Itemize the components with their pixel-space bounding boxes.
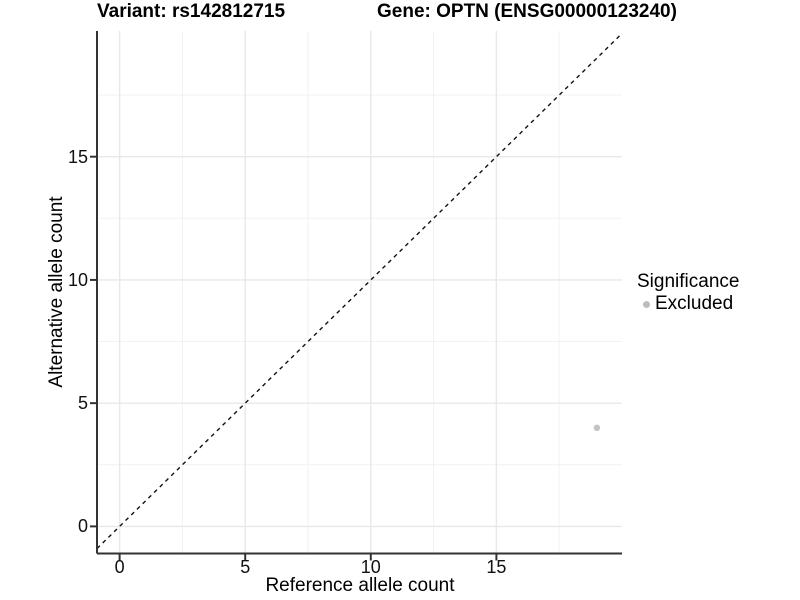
x-tick-label: 10 xyxy=(360,557,381,577)
legend-item: Excluded xyxy=(637,293,739,315)
x-axis-title: Reference allele count xyxy=(265,575,455,596)
legend: Significance Excluded xyxy=(637,270,739,315)
x-tick-label: 15 xyxy=(486,557,507,577)
legend-point-icon xyxy=(642,300,650,308)
legend-item-label: Excluded xyxy=(655,293,734,314)
y-axis-title: Alternative allele count xyxy=(46,196,67,388)
identity-dashed-line xyxy=(96,32,623,550)
y-tick-label: 0 xyxy=(77,516,88,537)
y-tick-label: 5 xyxy=(77,393,88,414)
gene-title: Gene: OPTN (ENSG00000123240) xyxy=(377,1,677,22)
x-tick-label: 0 xyxy=(114,557,125,577)
x-tick-label: 5 xyxy=(240,557,251,577)
y-tick-label: 15 xyxy=(67,146,88,167)
variant-title: Variant: rs142812715 xyxy=(97,1,286,22)
legend-title: Significance xyxy=(637,271,740,292)
y-tick-label: 10 xyxy=(67,269,88,290)
legend-key xyxy=(637,300,655,308)
legend-items: Excluded xyxy=(637,293,739,315)
data-point xyxy=(593,424,601,432)
